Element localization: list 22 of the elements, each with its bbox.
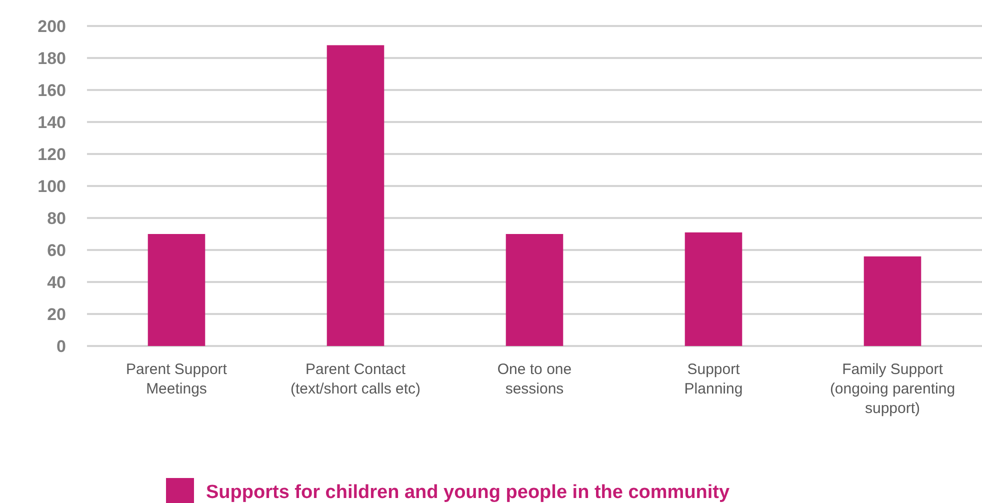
x-tick-label: Parent Contact (text/short calls etc) xyxy=(290,361,421,398)
y-tick-label: 100 xyxy=(38,176,66,196)
y-tick-label: 200 xyxy=(38,16,66,36)
y-tick-label: 0 xyxy=(56,336,66,356)
bar xyxy=(326,45,384,346)
y-tick-label: 180 xyxy=(38,48,66,68)
bar xyxy=(506,234,564,346)
bar xyxy=(148,234,206,346)
y-tick-label: 60 xyxy=(47,240,66,260)
bar xyxy=(864,256,922,346)
y-tick-label: 40 xyxy=(47,272,66,292)
x-tick-label: Family Support (ongoing parenting support) xyxy=(830,361,956,417)
x-tick-label: Support Planning xyxy=(684,361,743,398)
y-tick-label: 140 xyxy=(38,112,66,132)
x-tick-label: Parent Support Meetings xyxy=(126,361,228,398)
legend-label: Supports for children and young people in the community xyxy=(206,482,730,503)
y-tick-label: 160 xyxy=(38,80,66,100)
y-tick-label: 120 xyxy=(38,144,66,164)
y-tick-label: 80 xyxy=(47,208,66,228)
y-tick-label: 20 xyxy=(47,304,66,324)
x-tick-label: One to one sessions xyxy=(497,361,572,398)
bar xyxy=(684,232,742,346)
